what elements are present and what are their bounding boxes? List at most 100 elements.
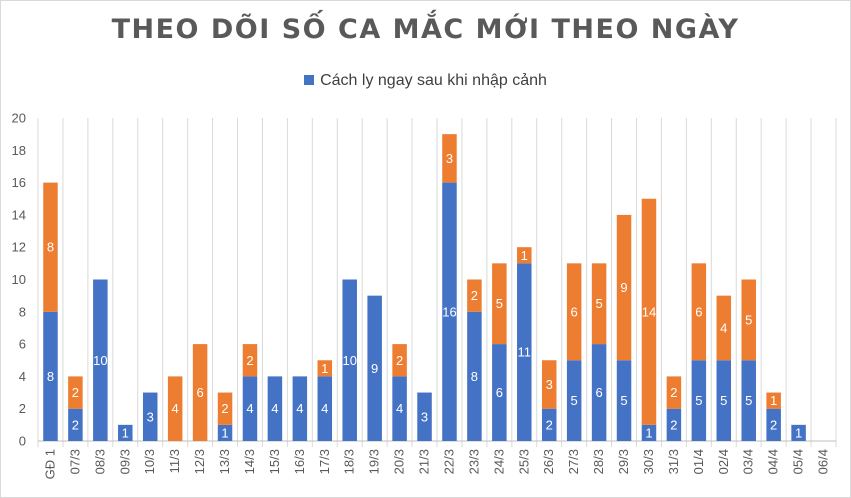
bar-segment-orange [741, 279, 756, 361]
x-tick-label: 16/3 [292, 449, 307, 474]
x-tick-label: 12/3 [192, 449, 207, 474]
x-tick-label: 25/3 [516, 449, 531, 474]
data-label: 8 [471, 369, 478, 384]
data-label: 8 [47, 369, 54, 384]
x-tick-label: 18/3 [342, 449, 357, 474]
data-label: 6 [595, 385, 602, 400]
bar-segment-blue [666, 408, 682, 441]
bar-segment-orange [716, 295, 732, 361]
bar-segment-orange [691, 263, 707, 361]
data-label: 8 [47, 240, 54, 255]
bar-segment-orange [566, 263, 582, 361]
data-label: 5 [620, 393, 627, 408]
bar-segment-blue [417, 392, 432, 441]
x-tick-label: 17/3 [317, 449, 332, 474]
bar-segment-blue [591, 344, 607, 441]
data-label: 6 [571, 304, 578, 319]
x-tick-label: 28/3 [591, 449, 606, 474]
data-label: 2 [471, 288, 478, 303]
bar-segment-blue [43, 311, 58, 441]
bar-segment-blue [217, 424, 233, 441]
bar-segment-orange [616, 214, 632, 361]
bar-segment-blue [467, 311, 482, 441]
x-tick-label: 05/4 [791, 449, 806, 474]
data-label: 6 [695, 304, 702, 319]
bar-segment-blue [616, 360, 632, 441]
x-tick-label: 26/3 [541, 449, 556, 474]
x-tick-label: 13/3 [217, 449, 232, 474]
data-label: 2 [546, 417, 553, 432]
x-tick-label: 15/3 [267, 449, 282, 474]
data-label: 3 [421, 409, 428, 424]
data-label: 10 [93, 353, 107, 368]
bar-segment-orange [467, 279, 482, 312]
data-label: 2 [221, 401, 228, 416]
data-label: 11 [518, 345, 532, 360]
y-tick-label: 14 [12, 207, 26, 222]
data-label: 2 [670, 385, 677, 400]
data-label: 2 [72, 385, 79, 400]
bar-segment-orange [217, 392, 233, 425]
y-tick-label: 8 [19, 304, 26, 319]
data-label: 1 [122, 425, 129, 440]
y-tick-label: 6 [19, 337, 26, 352]
data-label: 4 [271, 401, 278, 416]
bar-segment-orange [492, 263, 507, 345]
data-label: 3 [147, 409, 154, 424]
data-label: 16 [442, 304, 456, 319]
bar-segment-blue [541, 408, 557, 441]
chart-title: THEO DÕI SỐ CA MẮC MỚI THEO NGÀY [111, 14, 740, 45]
data-label: 5 [695, 393, 702, 408]
data-label: 5 [496, 296, 503, 311]
data-label: 3 [446, 151, 453, 166]
x-tick-label: GĐ 1 [42, 449, 57, 479]
data-label: 2 [396, 353, 403, 368]
y-tick-label: 2 [19, 401, 26, 416]
data-label: 5 [595, 296, 602, 311]
bar-segment-blue [317, 376, 333, 441]
y-tick-label: 16 [12, 175, 26, 190]
data-label: 2 [670, 417, 677, 432]
bar-segment-blue [267, 376, 283, 441]
y-tick-label: 20 [12, 111, 26, 126]
data-label: 5 [745, 312, 752, 327]
bar-segment-blue [791, 424, 806, 441]
data-label: 5 [571, 393, 578, 408]
x-tick-label: 14/3 [242, 449, 257, 474]
y-tick-label: 18 [12, 143, 26, 158]
bar-segment-orange [317, 360, 333, 377]
bar-segment-orange [666, 376, 682, 409]
data-label: 6 [496, 385, 503, 400]
data-label: 9 [620, 280, 627, 295]
data-label: 2 [770, 417, 777, 432]
data-label: 4 [396, 401, 403, 416]
bar-segment-orange [43, 182, 58, 312]
bar-segment-blue [392, 376, 407, 441]
bar-segment-blue [93, 279, 108, 441]
x-tick-label: 30/3 [641, 449, 656, 474]
x-tick-label: 02/4 [716, 449, 731, 474]
bar-segment-blue [342, 279, 357, 441]
x-tick-label: 27/3 [566, 449, 581, 474]
x-tick-label: 29/3 [616, 449, 631, 474]
bar-segment-orange [442, 134, 457, 183]
bar-segment-blue [716, 360, 732, 441]
legend-label: Cách ly ngay sau khi nhập cảnh [320, 72, 547, 89]
bar-segment-orange [192, 344, 208, 441]
bar-segment-orange [517, 247, 532, 264]
data-label: 1 [770, 393, 777, 408]
data-label: 1 [221, 425, 228, 440]
x-tick-label: 31/3 [666, 449, 681, 474]
y-tick-label: 12 [12, 240, 26, 255]
bar-segment-orange [167, 376, 183, 441]
x-tick-label: 01/4 [691, 449, 706, 474]
x-tick-label: 09/3 [117, 449, 132, 474]
bar-segment-orange [242, 344, 258, 377]
data-label: 4 [246, 401, 253, 416]
data-label: 1 [645, 425, 652, 440]
data-label: 4 [720, 320, 727, 335]
bar-segment-blue [566, 360, 582, 441]
x-tick-label: 08/3 [92, 449, 107, 474]
data-label: 1 [795, 425, 802, 440]
bar-segment-orange [392, 344, 407, 377]
